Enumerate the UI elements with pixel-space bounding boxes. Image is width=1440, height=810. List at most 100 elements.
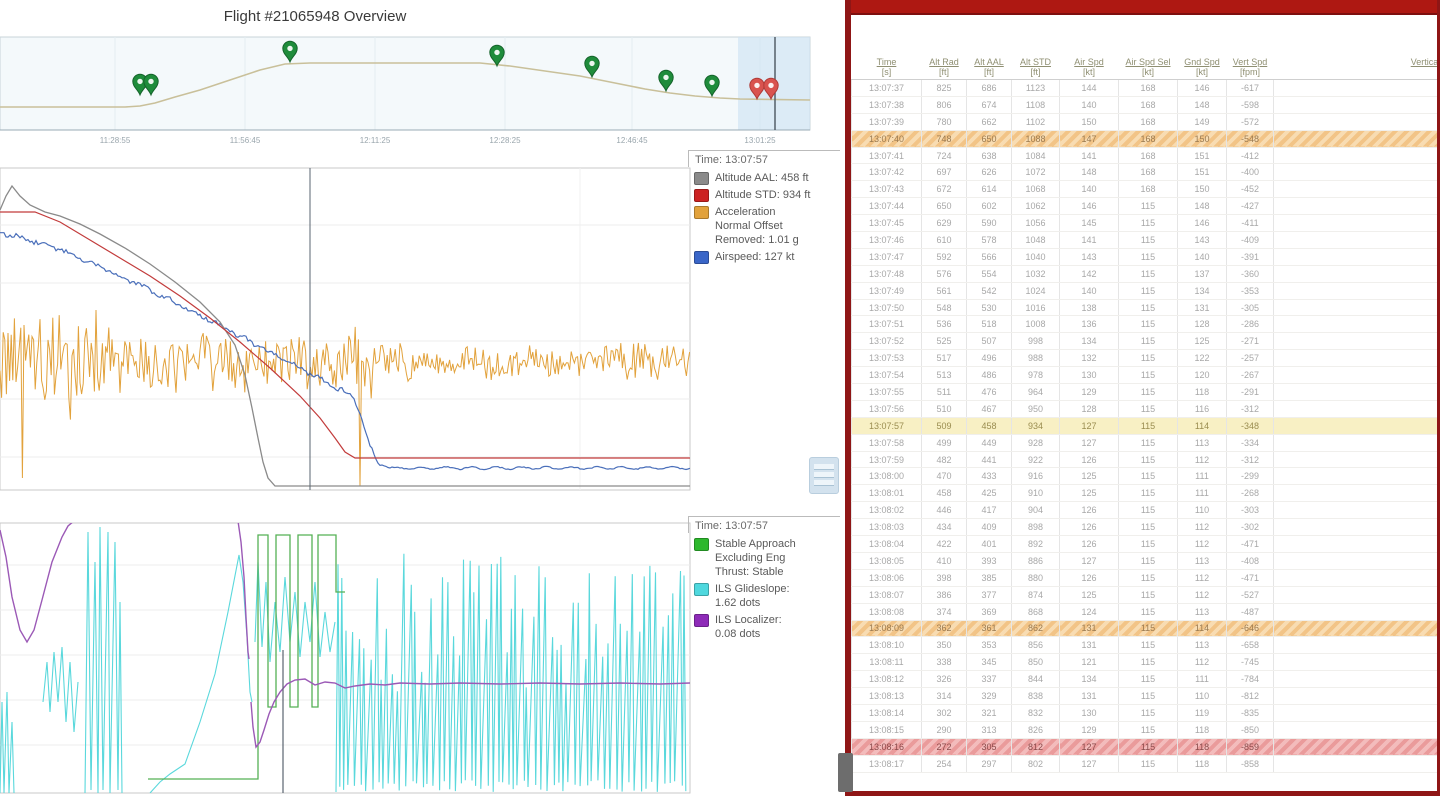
legend-item[interactable]: ILS Localizer: 0.08 dots xyxy=(688,613,840,641)
event-marker-pin[interactable] xyxy=(282,40,298,64)
col-header-air-spd-sel[interactable]: Air Spd Sel [kt] xyxy=(1118,57,1178,80)
table-cell: 13:07:47 xyxy=(851,248,922,266)
table-cell: 112 xyxy=(1177,535,1227,553)
legend-item[interactable]: ILS Glideslope: 1.62 dots xyxy=(688,582,840,610)
table-cell: 129 xyxy=(1059,721,1119,739)
table-cell: 125 xyxy=(1059,586,1119,604)
table-header-row: Time [s] Alt Rad [ft] Alt AAL [ft] Alt STD [ft]… xyxy=(851,57,1437,80)
col-header-air-spd[interactable]: Air Spd [kt] xyxy=(1059,57,1119,80)
event-marker-pin[interactable] xyxy=(763,77,779,101)
col-header-vertical-speed-inertial[interactable]: Vertical Speed Inertial[fpm] xyxy=(1273,57,1437,80)
table-cell: 614 xyxy=(966,180,1012,199)
flight-charts-canvas[interactable]: 11:28:55 11:56:45 12:11:25 12:28:25 12:46:45… xyxy=(0,0,830,810)
table-cell: 115 xyxy=(1118,738,1178,756)
legend-item[interactable]: Airspeed: 127 kt xyxy=(688,250,840,264)
legend-item[interactable]: Stable Approach Excluding Eng Thrust: Stab… xyxy=(688,537,840,579)
col-header-alt-aal[interactable]: Alt AAL [ft] xyxy=(966,57,1012,80)
legend-item[interactable]: Altitude AAL: 458 ft xyxy=(688,171,840,185)
event-marker-pin[interactable] xyxy=(489,44,505,68)
table-cell: 398 xyxy=(921,569,967,587)
event-marker-pin[interactable] xyxy=(143,73,159,97)
table-cell: 115 xyxy=(1118,349,1178,368)
col-header-alt-rad[interactable]: Alt Rad [ft] xyxy=(921,57,967,80)
table-cell: 748 xyxy=(921,130,967,148)
altitude-plot-area[interactable] xyxy=(0,167,691,491)
table-cell: 511 xyxy=(921,383,967,401)
event-marker-pin[interactable] xyxy=(658,69,674,93)
table-cell: 13:08:05 xyxy=(851,552,922,570)
table-cell: -598 xyxy=(1226,96,1274,114)
event-marker-pin[interactable] xyxy=(749,77,765,101)
table-cell: 13:07:38 xyxy=(851,96,922,114)
altitude-airspeed-chart[interactable] xyxy=(0,167,691,491)
event-marker-pin[interactable] xyxy=(584,55,600,79)
table-cell: -298 xyxy=(1273,214,1437,233)
col-header-vert-spd[interactable]: Vert Spd [fpm] xyxy=(1226,57,1274,80)
table-scroll-area[interactable]: Time [s] Alt Rad [ft] Alt AAL [ft] Alt STD [ft]… xyxy=(851,57,1437,773)
col-header-gnd-spd[interactable]: Gnd Spd [kt] xyxy=(1177,57,1227,80)
table-cell: 112 xyxy=(1177,586,1227,604)
table-cell: 131 xyxy=(1177,299,1227,317)
resize-grip[interactable] xyxy=(838,753,853,792)
legend-item[interactable]: Acceleration Normal Offset Removed: 1.01 g xyxy=(688,205,840,247)
table-cell: 486 xyxy=(966,366,1012,385)
table-cell: 13:08:02 xyxy=(851,501,922,520)
table-cell: 128 xyxy=(1059,400,1119,418)
col-header-time[interactable]: Time [s] xyxy=(851,57,922,80)
overview-chart[interactable]: 11:28:55 11:56:45 12:11:25 12:28:25 12:46:45… xyxy=(0,36,811,145)
col-header-alt-std[interactable]: Alt STD [ft] xyxy=(1011,57,1060,80)
table-cell: 126 xyxy=(1059,501,1119,520)
panel-toggle-button[interactable] xyxy=(809,457,839,494)
table-cell: 115 xyxy=(1118,451,1178,469)
table-cell: 115 xyxy=(1118,197,1178,216)
table-cell: 13:07:52 xyxy=(851,332,922,351)
table-cell: 113 xyxy=(1177,552,1227,570)
legend-item[interactable]: Altitude STD: 934 ft xyxy=(688,188,840,202)
table-cell: 138 xyxy=(1059,299,1119,317)
overview-plot-area[interactable] xyxy=(0,36,811,131)
ils-approach-chart[interactable] xyxy=(0,521,691,794)
event-marker-pin[interactable] xyxy=(704,74,720,98)
